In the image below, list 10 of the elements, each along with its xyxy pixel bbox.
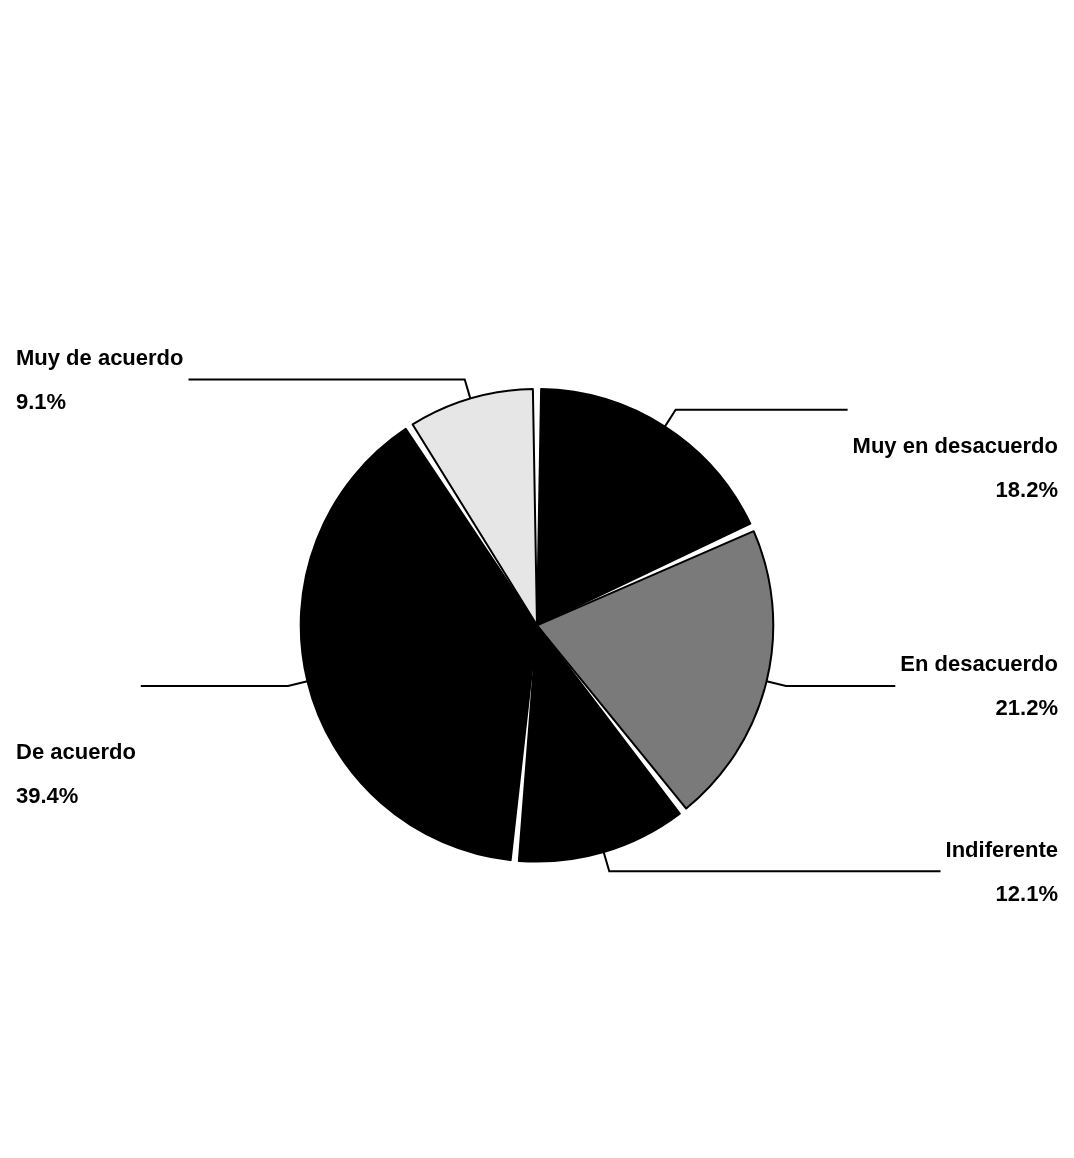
data-label: 12.1% <box>995 880 1058 906</box>
slice-label: Muy en desacuerdo <box>852 432 1058 458</box>
slice-label: En desacuerdo <box>900 651 1058 677</box>
data-label: 39.4% <box>16 783 79 809</box>
data-label: 18.2% <box>995 476 1058 502</box>
data-label: 21.2% <box>995 695 1058 721</box>
slice-label: Indiferente <box>945 836 1058 862</box>
slice-label: De acuerdo <box>16 739 136 765</box>
slice-label: Muy de acuerdo <box>16 344 184 370</box>
data-label: 9.1% <box>16 388 67 414</box>
